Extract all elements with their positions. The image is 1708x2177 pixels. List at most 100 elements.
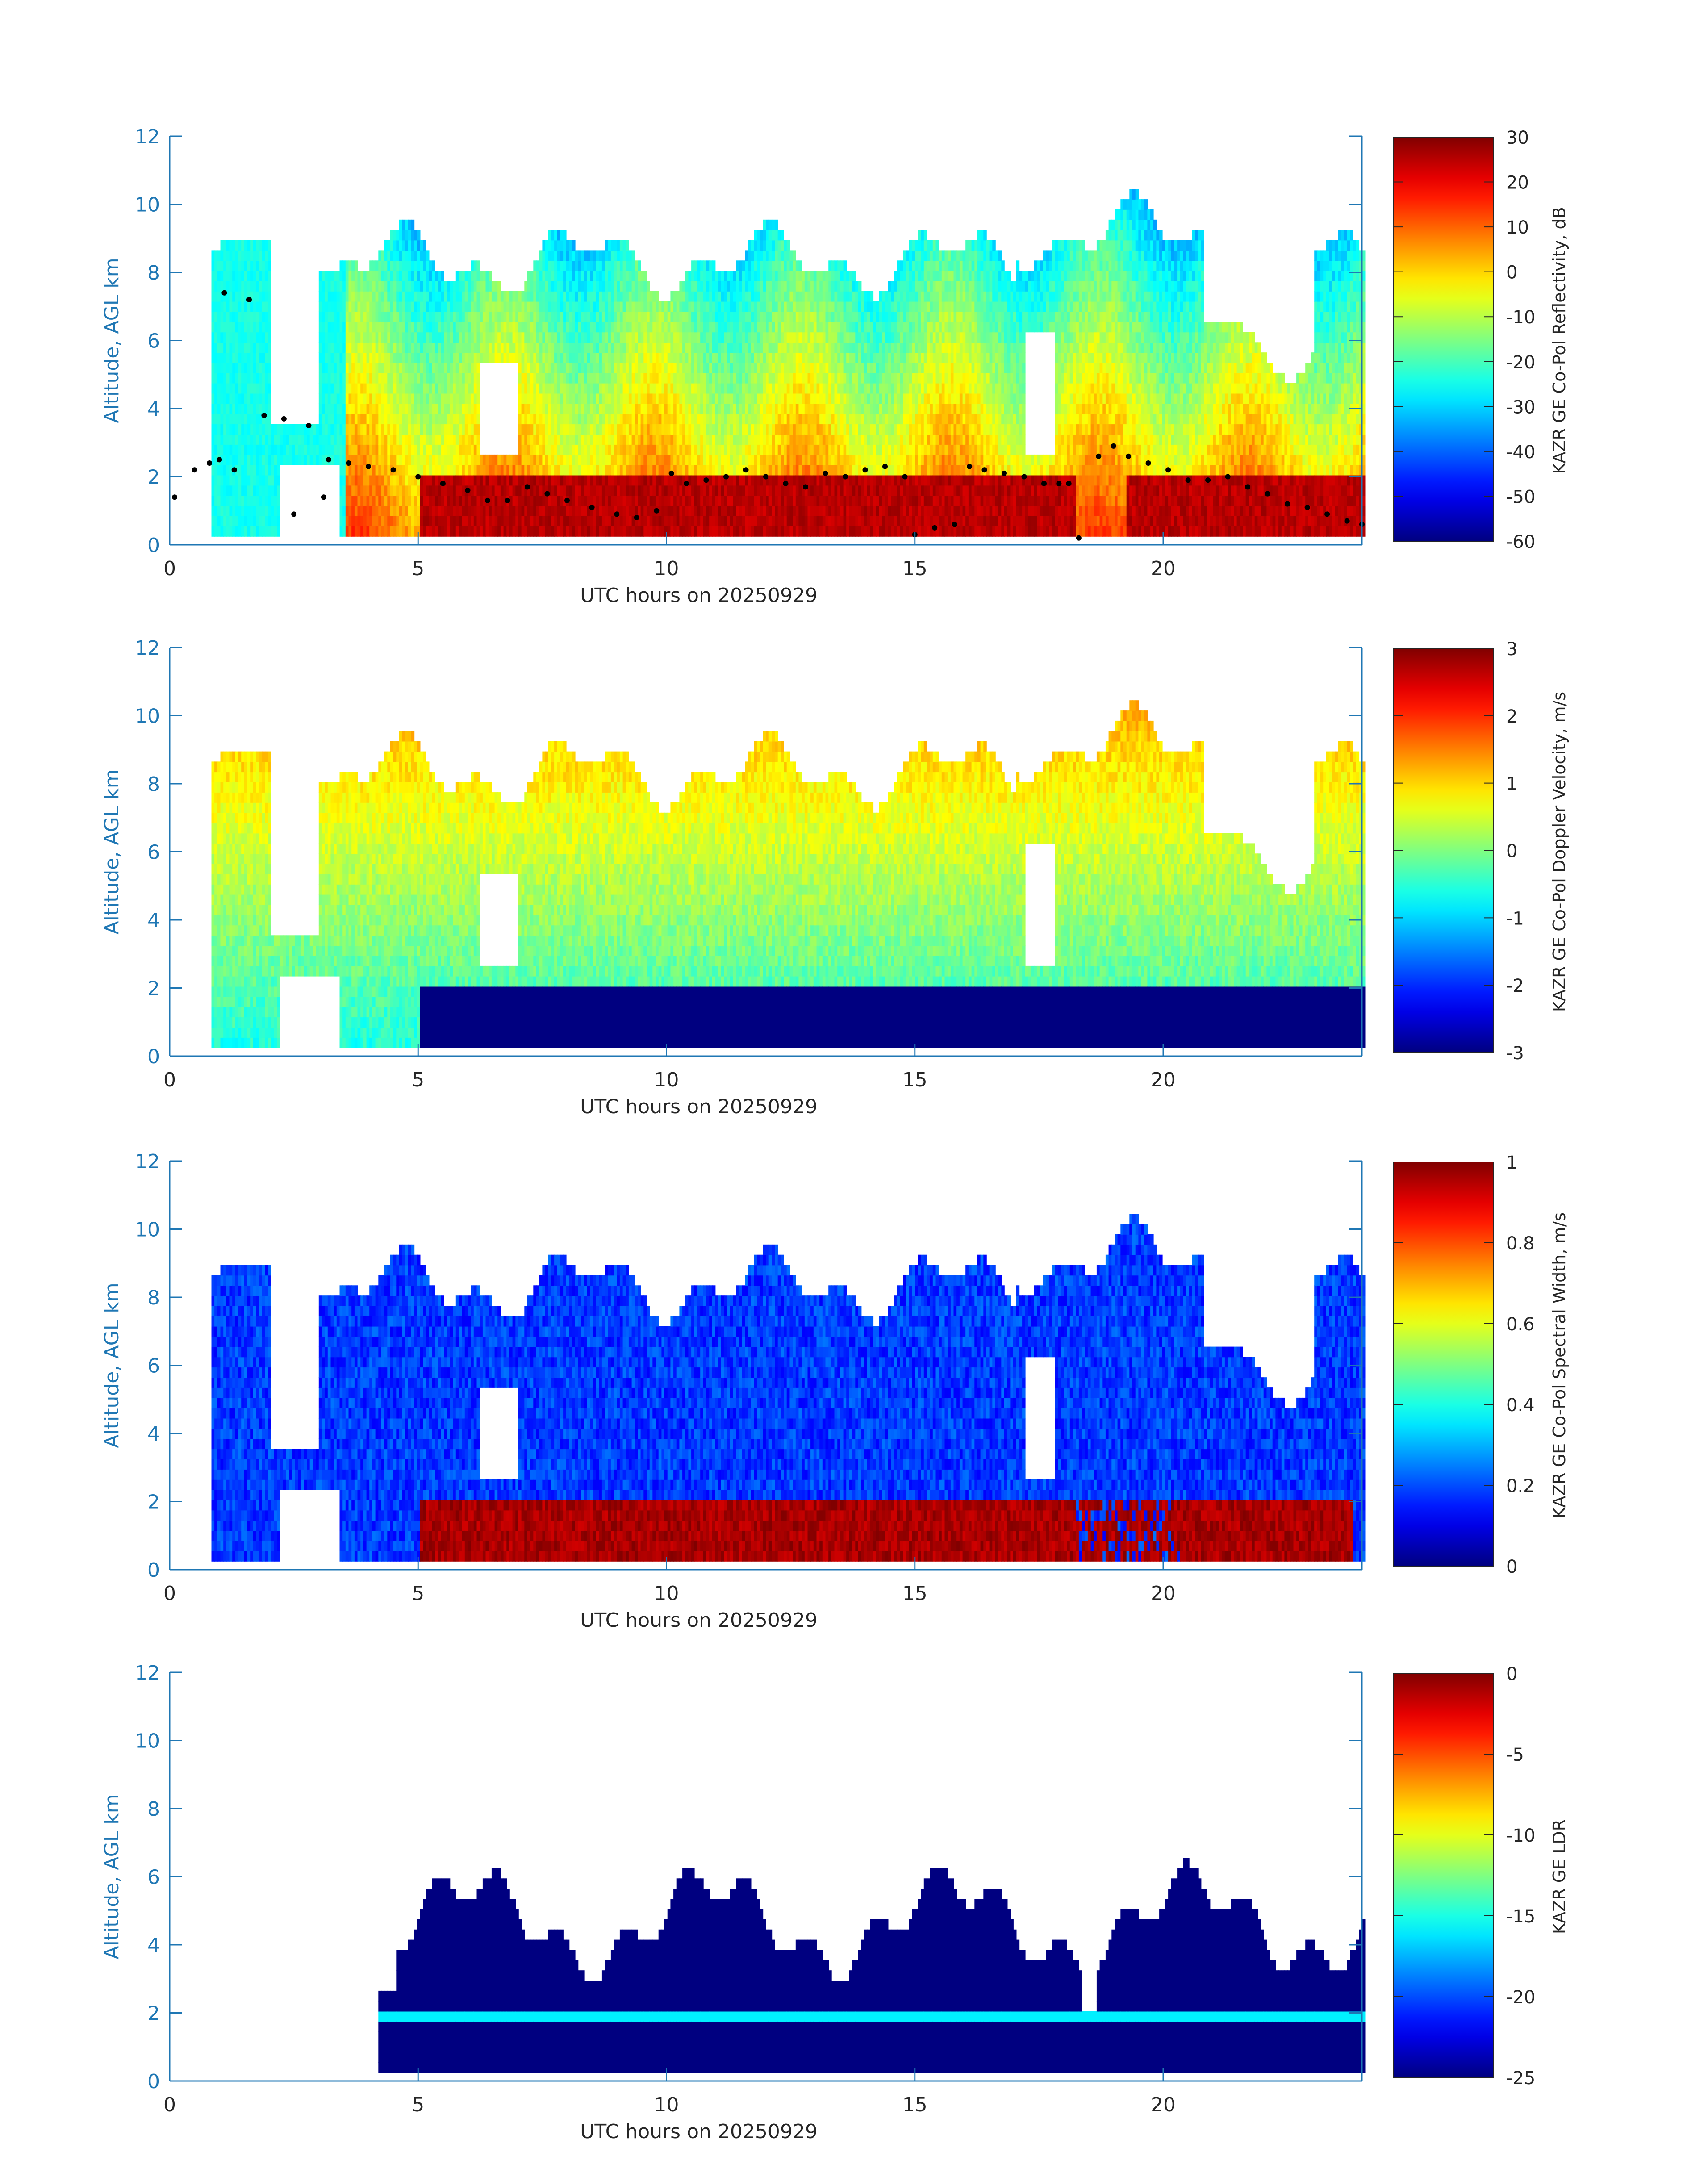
scatter-point xyxy=(564,497,570,503)
heatmap-field xyxy=(211,700,1366,1048)
scatter-point xyxy=(321,494,326,500)
x-tick-label: 10 xyxy=(654,1582,679,1605)
x-tick-label: 0 xyxy=(163,1069,176,1091)
x-tick-label: 5 xyxy=(412,1582,424,1605)
scatter-point xyxy=(485,497,490,503)
colorbar-tick-label: 2 xyxy=(1506,706,1517,727)
scatter-point xyxy=(1324,511,1330,517)
colorbar-tick-label: 0.2 xyxy=(1506,1476,1535,1496)
scatter-point xyxy=(172,494,178,500)
y-axis-label: Altitude, AGL km xyxy=(100,258,123,423)
colorbar-tick-label: -10 xyxy=(1506,1826,1535,1846)
y-tick-label: 0 xyxy=(147,1559,160,1582)
scatter-point xyxy=(390,467,396,473)
y-tick-label: 2 xyxy=(147,466,160,489)
colorbar-tick-label: 10 xyxy=(1506,217,1529,238)
colorbar-tick-label: 20 xyxy=(1506,173,1529,193)
scatter-point xyxy=(614,511,620,517)
y-tick-label: 2 xyxy=(147,978,160,1000)
colorbar-tick-label: -1 xyxy=(1506,908,1524,929)
scatter-point xyxy=(217,457,222,463)
scatter-point xyxy=(862,467,868,473)
x-tick-label: 20 xyxy=(1151,1582,1176,1605)
colorbar-tick-label: 0 xyxy=(1506,1557,1517,1577)
x-tick-label: 15 xyxy=(902,1582,927,1605)
y-tick-label: 2 xyxy=(147,1491,160,1514)
y-tick-label: 10 xyxy=(135,705,160,728)
scatter-point xyxy=(281,416,287,422)
scatter-point xyxy=(1225,474,1231,480)
scatter-point xyxy=(1205,477,1211,483)
y-tick-label: 4 xyxy=(147,1423,160,1446)
colorbar-tick-label: -30 xyxy=(1506,397,1535,418)
y-tick-label: 8 xyxy=(147,262,160,284)
y-tick-label: 6 xyxy=(147,841,160,864)
colorbar-tick-label: 0 xyxy=(1506,263,1517,283)
scatter-point xyxy=(1021,474,1027,480)
colorbar-label: KAZR GE LDR xyxy=(1549,1819,1569,1934)
x-tick-label: 20 xyxy=(1151,2093,1176,2116)
scatter-point xyxy=(967,464,973,469)
colorbar-gradient xyxy=(1393,1162,1494,1567)
y-tick-label: 6 xyxy=(147,1866,160,1889)
scatter-point xyxy=(221,290,227,296)
scatter-point xyxy=(465,488,471,493)
x-tick-label: 10 xyxy=(654,557,679,580)
colorbar: 3 2 1 0 -1 -2 -3 KAZR GE Co-Pol Doppler Velocit… xyxy=(1393,639,1569,1064)
scatter-point xyxy=(902,474,908,480)
scatter-point xyxy=(684,481,689,486)
scatter-point xyxy=(525,484,530,490)
scatter-point xyxy=(634,515,639,520)
colorbar-tick-label: 0 xyxy=(1506,1664,1517,1684)
x-axis-label: UTC hours on 20250929 xyxy=(580,1095,818,1118)
scatter-point xyxy=(1002,470,1007,476)
x-tick-label: 5 xyxy=(412,1069,424,1091)
colorbar-tick-label: -50 xyxy=(1506,487,1535,507)
scatter-point xyxy=(723,474,729,480)
scatter-point xyxy=(1066,481,1072,486)
scatter-point xyxy=(1265,491,1270,497)
colorbar-tick-label: -20 xyxy=(1506,352,1535,373)
scatter-point xyxy=(261,413,267,418)
scatter-point xyxy=(306,423,312,429)
scatter-point xyxy=(415,474,421,480)
scatter-point xyxy=(1245,484,1251,490)
y-axis-label: Altitude, AGL km xyxy=(100,1283,123,1448)
colorbar-tick-label: -10 xyxy=(1506,307,1535,328)
colorbar-tick-label: 0.4 xyxy=(1506,1395,1535,1416)
y-tick-label: 8 xyxy=(147,1287,160,1309)
scatter-point xyxy=(823,470,828,476)
colorbar-tick-label: -2 xyxy=(1506,976,1524,996)
y-tick-label: 0 xyxy=(147,2070,160,2093)
x-tick-label: 10 xyxy=(654,1069,679,1091)
scatter-point xyxy=(981,467,987,473)
x-tick-label: 5 xyxy=(412,557,424,580)
x-tick-label: 15 xyxy=(902,2093,927,2116)
y-tick-label: 10 xyxy=(135,1730,160,1753)
y-tick-label: 6 xyxy=(147,330,160,353)
x-tick-label: 20 xyxy=(1151,1069,1176,1091)
y-tick-label: 10 xyxy=(135,1219,160,1241)
x-axis-label: UTC hours on 20250929 xyxy=(580,2120,818,2143)
x-tick-label: 0 xyxy=(163,1582,176,1605)
colorbar-gradient xyxy=(1393,137,1494,542)
colorbar-tick-label: -20 xyxy=(1506,1987,1535,2008)
colorbar-tick-label: 0.8 xyxy=(1506,1233,1535,1254)
scatter-point xyxy=(654,508,660,514)
scatter-point xyxy=(882,464,888,469)
scatter-point xyxy=(1285,501,1290,507)
scatter-point xyxy=(544,491,550,497)
colorbar-label: KAZR GE Co-Pol Doppler Velocity, m/s xyxy=(1549,692,1569,1012)
scatter-point xyxy=(207,460,212,466)
colorbar-label: KAZR GE Co-Pol Reflectivity, dB xyxy=(1549,207,1569,474)
y-tick-label: 12 xyxy=(135,125,160,148)
scatter-point xyxy=(703,477,709,483)
scatter-point xyxy=(291,511,297,517)
y-tick-label: 6 xyxy=(147,1355,160,1378)
scatter-point xyxy=(743,467,749,473)
y-tick-label: 4 xyxy=(147,909,160,932)
y-tick-label: 12 xyxy=(135,1150,160,1173)
heatmap-field xyxy=(211,1214,1366,1562)
